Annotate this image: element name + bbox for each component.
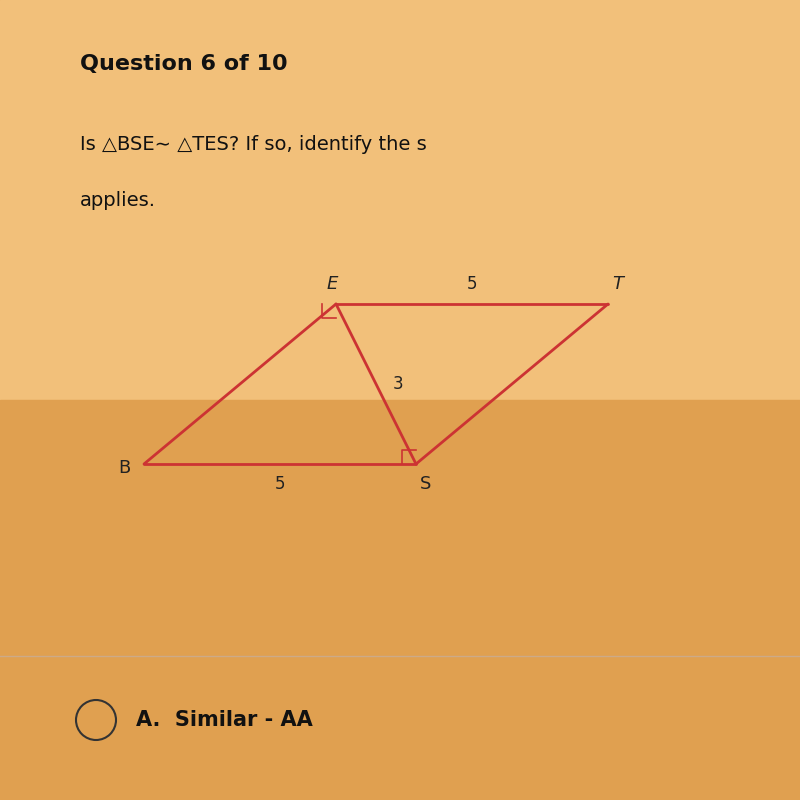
Text: 5: 5 (274, 475, 286, 493)
Text: E: E (326, 275, 338, 293)
Text: S: S (420, 475, 432, 493)
Text: Question 6 of 10: Question 6 of 10 (80, 54, 288, 74)
Text: 5: 5 (466, 275, 478, 293)
Text: applies.: applies. (80, 190, 156, 210)
Text: T: T (613, 275, 623, 293)
Text: B: B (118, 459, 130, 477)
Bar (0, 0, 800, 400)
Bar (0, 400, 800, 800)
Text: 3: 3 (393, 375, 404, 393)
Text: Is △BSE∼ △TES? If so, identify the s: Is △BSE∼ △TES? If so, identify the s (80, 134, 426, 154)
Text: A.  Similar - AA: A. Similar - AA (136, 710, 313, 730)
